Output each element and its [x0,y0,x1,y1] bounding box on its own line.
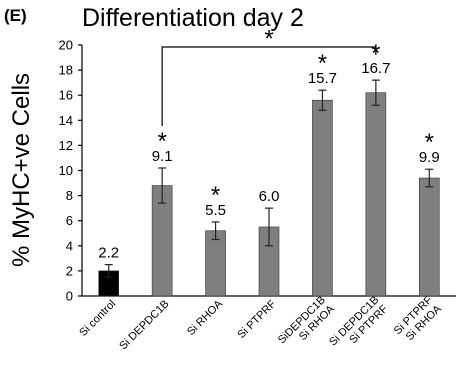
x-category-label: SiDEPDC1BSi RHOA [276,294,338,356]
bar [312,99,333,297]
bar [418,177,440,297]
significance-bracket: * [161,26,377,126]
bars [98,79,440,297]
significance-star: * [318,50,327,77]
data-label: 5.5 [205,202,226,219]
y-tick-label: 16 [59,88,73,103]
y-tick-label: 12 [59,138,73,153]
y-tick-label: 10 [59,163,73,178]
significance-star: * [211,182,220,209]
bracket-line [161,46,377,126]
data-label: 6.0 [259,188,280,205]
y-tick-label: 2 [66,263,73,278]
x-category-label: Si PTPRFSi RHOA [392,294,444,346]
chart-title: Differentiation day 2 [82,4,304,32]
y-tick-label: 20 [59,38,73,53]
x-category-label-line: Si DEPDC1B [117,298,171,352]
x-category-label-line: Si PTPRF [235,298,278,341]
panel-label: (E) [4,6,27,25]
x-category-label-line: Si control [77,298,118,339]
x-category-label: Si DEPDC1BSi PTPRF [327,294,390,357]
y-tick-label: 18 [59,63,73,78]
y-tick-label: 6 [66,213,73,228]
significance-star: * [371,40,380,67]
y-tick-label: 4 [66,238,73,253]
significance-star: * [425,129,434,156]
y-tick-label: 0 [66,289,73,304]
x-category-label: Si PTPRF [235,298,278,341]
x-category-label-line: Si RHOA [185,298,226,339]
data-label: 15.7 [308,70,337,87]
axes: 0 2 4 6 8 10 12 14 16 18 20 [59,38,456,304]
data-label: 9.1 [152,148,173,165]
bar [365,92,387,297]
y-axis-label: % MyHC+ve Cells [8,73,35,267]
data-label: 9.9 [419,149,440,166]
x-category-label: Si RHOA [185,298,226,339]
y-tick-label: 14 [59,113,73,128]
data-label: 16.7 [361,60,390,77]
y-tick-label: 8 [66,188,73,203]
significance-star: * [157,128,166,155]
bracket-star: * [264,26,273,53]
x-category-label: Si DEPDC1B [117,298,171,352]
data-label: 2.2 [98,245,119,262]
bar [205,230,226,297]
x-category-labels: Si control Si DEPDC1B Si RHOA Si PTPRFSiDEP… [77,294,444,357]
data-labels: 2.29.1*5.5* 6.015.7* 16.7*9.9* [98,40,439,261]
x-category-label: Si control [77,298,118,339]
